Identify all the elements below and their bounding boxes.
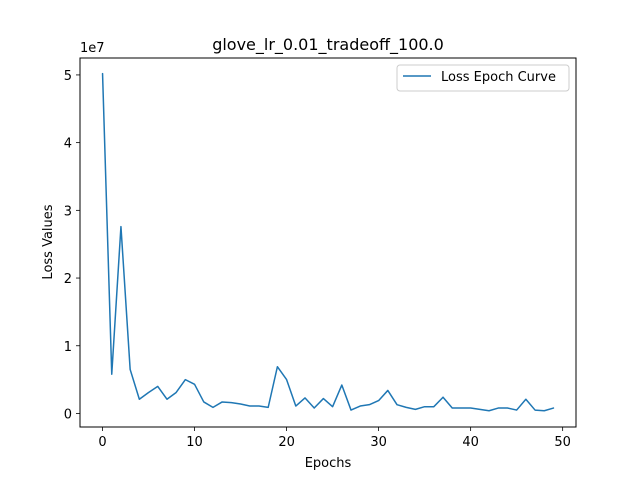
y-tick-label: 4 bbox=[64, 137, 72, 152]
y-scale-exponent: 1e7 bbox=[80, 41, 105, 56]
x-axis-label: Epochs bbox=[305, 456, 352, 471]
y-tick-label: 2 bbox=[64, 272, 72, 287]
x-tick-label: 30 bbox=[370, 435, 387, 450]
loss-epoch-curve-line bbox=[101, 72, 555, 412]
legend: Loss Epoch Curve bbox=[396, 64, 570, 92]
x-tick-label: 20 bbox=[278, 435, 295, 450]
y-tick-label: 1 bbox=[64, 340, 72, 355]
axis-ticks-group: 0 10 20 30 40 50 0 1 2 3 4 5 bbox=[64, 69, 571, 450]
plot-area bbox=[80, 58, 576, 427]
y-axis-label: Loss Values bbox=[41, 204, 56, 279]
x-tick-label: 50 bbox=[554, 435, 571, 450]
y-tick-label: 5 bbox=[64, 69, 72, 84]
legend-box bbox=[396, 64, 570, 92]
y-tick-label: 3 bbox=[64, 204, 72, 219]
chart-title: glove_lr_0.01_tradeoff_100.0 bbox=[212, 35, 444, 55]
x-tick-label: 40 bbox=[462, 435, 479, 450]
legend-entry-label: Loss Epoch Curve bbox=[441, 70, 556, 85]
plot-frame bbox=[79, 57, 577, 428]
y-tick-label: 0 bbox=[64, 407, 72, 422]
x-tick-label: 10 bbox=[186, 435, 203, 450]
x-tick-label: 0 bbox=[98, 435, 106, 450]
